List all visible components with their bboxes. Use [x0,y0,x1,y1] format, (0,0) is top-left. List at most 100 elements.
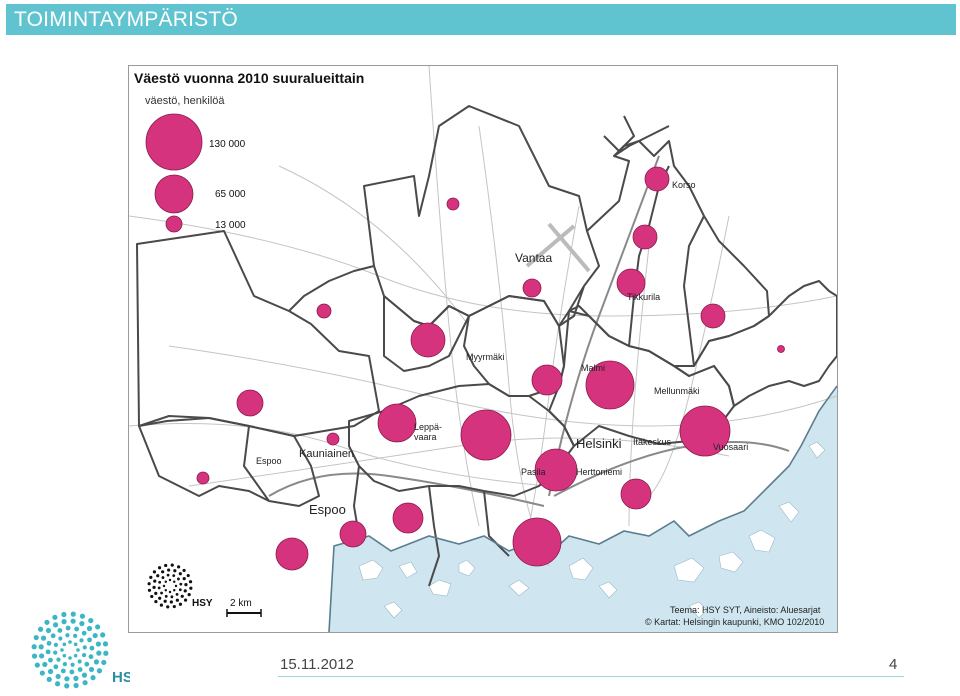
logo-dot [76,648,80,652]
logo-dot [38,644,44,650]
logo-dot [103,650,109,656]
logo-dot [187,593,191,597]
logo-dot [81,653,87,658]
logo-dot [37,626,44,632]
logo-dot [170,595,174,599]
coastline [328,385,837,632]
label-malmi: Malmi [581,363,605,373]
logo-dot [95,641,101,647]
logo-dot [34,662,40,668]
logo-dot [156,574,160,578]
logo-dot [46,640,52,646]
logo-dot [84,661,90,667]
legend [145,113,203,233]
logo-dot [79,620,85,627]
logo-dot [174,584,178,588]
footer-date: 15.11.2012 [280,656,354,673]
bubble-espoo-southwest [275,537,309,571]
logo-dot [62,642,67,647]
logo-dot [39,653,45,659]
logo-dot [96,650,102,656]
logo-dot [73,653,78,658]
logo-dot [60,668,66,674]
header-bar: TOIMINTAYMPÄRISTÖ [6,4,956,35]
logo-dot [88,654,94,660]
logo-dot [70,618,76,624]
logo-dot [102,641,109,647]
population-bubbles [196,166,785,571]
logo-dot [53,642,59,647]
bubble-west-vantaa [316,303,332,319]
logo-dot [56,657,61,662]
hsy-logo: HSY [31,611,130,689]
sea-area [329,386,837,632]
label-korso: Korso [672,180,696,190]
logo-dot [52,614,58,620]
logo-dot [70,662,75,667]
bubble-malmi-west [531,364,563,396]
bubble-malmi [585,360,635,410]
logo-dot [168,578,172,582]
bubble-north-espoo [236,389,264,417]
logo-dot [167,568,171,572]
logo-dot [70,611,76,617]
legend-label-65000: 65 000 [215,189,246,200]
bubble-myyrmaki [410,322,446,358]
logo-dot [164,594,168,598]
logo-dot [48,657,53,663]
page-title: TOIMINTAYMPÄRISTÖ [14,8,238,31]
logo-dot [73,675,79,681]
logo-dot [81,630,87,636]
bubble-north-vantaa [632,224,658,250]
page-number: 4 [889,656,898,673]
logo-dot [183,589,187,593]
logo-dot [73,633,78,639]
logo-dot [82,645,87,650]
logo-dot [77,659,82,664]
logo-dot [182,568,186,573]
logo-dot [172,604,176,609]
logo-dot [173,569,177,573]
logo-dot [186,573,190,578]
label-itakeskus: Itäkeskus [633,437,672,447]
logo-dot [61,619,67,625]
logo-dot [52,622,59,628]
label-myyrmaki: Myyrmäki [466,352,505,362]
scale-label: 2 km [230,598,252,609]
legend-label-130000: 130 000 [209,139,246,150]
logo-dot [73,682,79,689]
logo-dot [96,668,103,674]
bubble-pasila-west [460,409,512,461]
logo-dot [170,563,174,567]
place-labels: Korso Vantaa Tikkurila Myyrmäki Malmi Me… [256,180,748,517]
logo-dot [61,611,67,618]
logo-dot [50,633,56,639]
label-espoo: Espoo [309,502,346,517]
legend-bubble-small [165,215,183,233]
logo-dot [82,680,88,686]
logo-dot [188,580,193,584]
logo-dot [101,659,107,666]
logo-dot [57,628,63,633]
logo-dot [159,603,163,607]
label-helsinki: Helsinki [576,436,622,451]
logo-dot [157,566,162,570]
map-canvas: Väestö vuonna 2010 suuralueittain väestö… [129,66,837,632]
logo-dot [175,598,179,602]
logo-dot [152,570,157,574]
logo-dot [79,613,86,619]
bubble-vuosaari [679,405,731,457]
legend-bubble-large [145,113,203,171]
logo-dot [81,672,88,678]
logo-dot [180,594,184,598]
logo-dot [173,580,176,583]
logo-dot [149,575,153,579]
logo-dot [88,617,94,624]
legend-label-13000: 13 000 [215,220,246,231]
logo-dot [183,598,188,602]
bubble-espoo-center [392,502,424,534]
logo-dot [79,638,84,643]
logo-dot [65,633,70,638]
label-herttoniemi: Herttoniemi [576,467,622,477]
district-borders [136,105,837,587]
